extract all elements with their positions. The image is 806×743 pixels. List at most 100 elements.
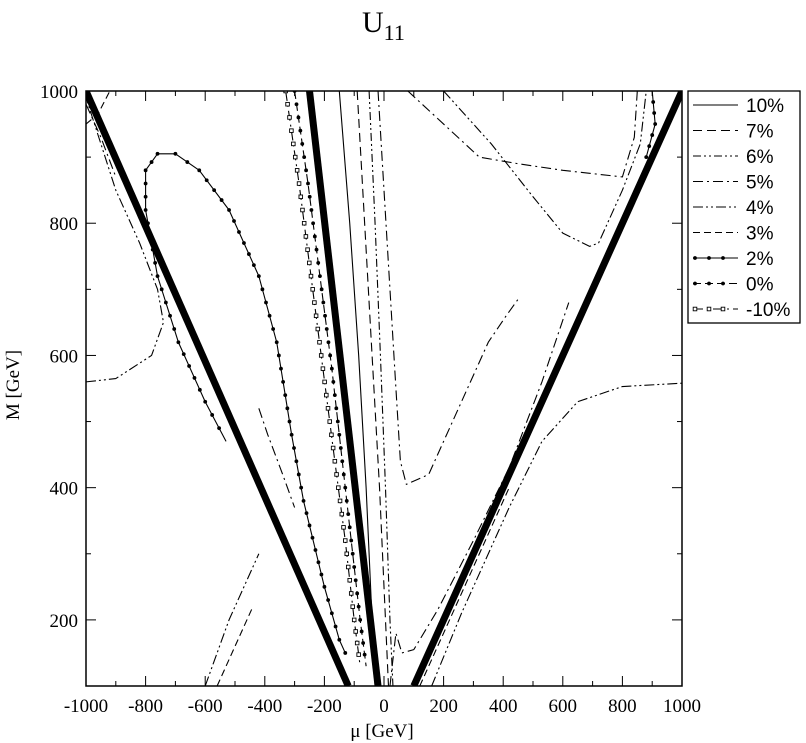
x-tick-label: -200 <box>307 696 342 717</box>
legend-entry: 7% <box>693 122 774 143</box>
series-marker <box>338 446 343 450</box>
y-tick-label: 1000 <box>40 82 78 103</box>
series-line-3-4 <box>389 302 570 686</box>
series-marker <box>285 101 290 107</box>
series-marker <box>143 194 148 199</box>
series-line-4-4 <box>431 382 682 686</box>
series-marker <box>329 432 334 438</box>
series-marker <box>324 392 329 398</box>
series-marker <box>347 525 352 530</box>
series-7 <box>292 91 367 667</box>
series-marker <box>294 459 299 464</box>
series-marker <box>344 551 350 557</box>
series-line-3-3 <box>258 408 296 508</box>
series-marker <box>197 387 202 392</box>
series-marker <box>324 327 329 331</box>
series-marker <box>331 379 336 384</box>
series-marker <box>303 234 309 239</box>
series-marker <box>346 512 351 517</box>
series-marker <box>362 652 367 657</box>
series-marker <box>341 472 346 477</box>
series-5 <box>86 91 510 686</box>
legend-label: -10% <box>746 300 790 321</box>
chart-title-subscript: 11 <box>384 20 405 45</box>
legend-label: 2% <box>746 249 774 270</box>
series-marker <box>358 617 363 622</box>
series-marker <box>334 472 339 477</box>
series-marker <box>339 511 345 517</box>
x-tick-label: 0 <box>379 696 389 717</box>
series-marker <box>329 366 334 371</box>
series-marker <box>227 208 231 212</box>
series-marker <box>317 339 322 345</box>
series-marker <box>355 591 360 596</box>
series-marker <box>187 364 192 368</box>
series-marker <box>299 485 304 490</box>
series-8 <box>283 91 361 667</box>
series-marker <box>707 281 711 286</box>
series-marker <box>256 274 261 279</box>
series-2 <box>368 91 394 686</box>
y-tick-label: 600 <box>50 346 79 367</box>
series-marker <box>287 115 292 120</box>
y-tick-label: 800 <box>50 214 79 235</box>
series-marker <box>289 128 294 133</box>
series-marker <box>267 313 272 318</box>
series-line-3-2 <box>407 91 638 178</box>
series-marker <box>232 219 236 223</box>
series-marker <box>305 247 310 252</box>
x-tick-label: 600 <box>549 696 578 717</box>
y-axis-label: M [GeV] <box>3 350 24 420</box>
series-marker <box>294 102 299 107</box>
series-marker <box>185 160 190 164</box>
series-marker <box>274 340 279 345</box>
series-marker <box>146 221 150 226</box>
series-1 <box>356 91 390 686</box>
series-0 <box>338 91 376 686</box>
series-marker <box>264 300 268 305</box>
series-marker <box>285 406 290 411</box>
series-marker <box>153 260 158 265</box>
series-marker <box>168 313 172 318</box>
series-marker <box>720 306 726 312</box>
series-marker <box>281 379 286 384</box>
series-marker <box>322 379 327 385</box>
curves <box>86 91 682 686</box>
series-marker <box>192 376 197 380</box>
x-tick-label: -400 <box>247 696 282 717</box>
series-line-4-0 <box>86 97 165 383</box>
series-marker <box>319 572 324 577</box>
series-marker <box>343 538 348 543</box>
series-marker <box>155 151 160 156</box>
series-marker <box>260 287 265 292</box>
legend-label: 4% <box>746 198 774 219</box>
series-marker <box>296 115 301 120</box>
series-marker <box>693 256 697 260</box>
legend-label: 5% <box>746 173 774 194</box>
series-4 <box>86 91 682 686</box>
legend-label: 10% <box>746 96 784 117</box>
series-line-5-0 <box>86 91 111 125</box>
series-marker <box>334 406 339 411</box>
series-marker <box>276 353 281 358</box>
series-marker <box>322 584 327 589</box>
series-marker <box>344 498 349 503</box>
legend-entry: 6% <box>693 147 774 168</box>
series-marker <box>356 604 361 609</box>
legend-entry: 0% <box>693 275 774 296</box>
series-marker <box>316 560 321 565</box>
series-line-1-0 <box>356 91 390 686</box>
series-marker <box>333 624 338 629</box>
series-marker <box>279 366 283 371</box>
legend: 10% 7% 6% 5% 4% 3% 2% 0% -10% <box>687 90 801 324</box>
series-marker <box>347 577 352 583</box>
series-marker <box>354 640 360 646</box>
series-marker <box>356 652 361 657</box>
series-marker <box>172 327 177 331</box>
series-marker <box>143 208 148 212</box>
series-marker <box>361 641 366 645</box>
series-marker <box>328 353 333 358</box>
series-marker <box>150 247 155 252</box>
series-marker <box>318 353 324 358</box>
series-marker <box>283 91 288 94</box>
